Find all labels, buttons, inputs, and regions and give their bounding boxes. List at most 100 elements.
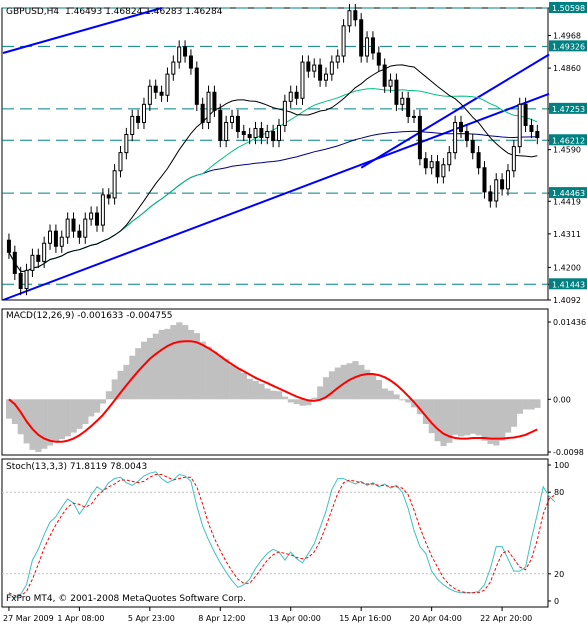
price-level-tag bbox=[549, 2, 587, 13]
copyright-text: FxPro MT4, © 2001-2008 MetaQuotes Softwa… bbox=[6, 594, 246, 604]
candle-body bbox=[77, 230, 82, 238]
macd-histogram-bar bbox=[446, 399, 453, 443]
macd-histogram-bar bbox=[340, 364, 347, 400]
macd-histogram-bar bbox=[123, 364, 130, 400]
macd-histogram-bar bbox=[182, 325, 189, 400]
candle-body bbox=[118, 152, 123, 172]
stoch-pane-frame bbox=[1, 458, 549, 608]
macd-histogram-bar bbox=[188, 329, 195, 400]
price-pane: 1.50591.49681.48601.47251.46211.45901.44… bbox=[1, 2, 587, 305]
candle-body bbox=[177, 46, 182, 63]
macd-pane-title: MACD(12,26,9) -0.001633 -0.004755 bbox=[6, 311, 172, 321]
candle-body bbox=[482, 167, 487, 193]
macd-histogram-bar bbox=[17, 399, 24, 435]
candle-body bbox=[517, 103, 522, 148]
stoch-signal-line bbox=[8, 474, 556, 597]
price-level-tag bbox=[549, 102, 587, 114]
candle-body bbox=[253, 127, 258, 139]
candle-body bbox=[505, 170, 510, 190]
candle-body bbox=[288, 91, 293, 102]
candle-body bbox=[235, 115, 240, 133]
candle-body bbox=[429, 161, 434, 169]
macd-histogram-bar bbox=[287, 399, 294, 403]
candle-body bbox=[89, 212, 94, 220]
candle-body bbox=[141, 103, 146, 123]
candle-body bbox=[464, 131, 469, 142]
candle-body bbox=[6, 239, 11, 253]
macd-histogram-bar bbox=[6, 399, 13, 419]
candle-body bbox=[470, 140, 475, 154]
candle-body bbox=[83, 218, 88, 238]
candle-body bbox=[265, 131, 270, 139]
candle-body bbox=[341, 25, 346, 57]
candle-body bbox=[247, 134, 252, 139]
candle-body bbox=[171, 61, 176, 75]
time-axis-label: 13 Apr 00:00 bbox=[269, 614, 321, 623]
candle-body bbox=[294, 91, 299, 99]
time-axis-label: 8 Apr 12:00 bbox=[198, 614, 245, 623]
candle-body bbox=[300, 61, 305, 99]
candle-body bbox=[153, 85, 158, 93]
time-axis-label: 1 Apr 08:00 bbox=[57, 614, 104, 623]
ohlc-readout: 1.46493 1.46824 1.46283 1.46284 bbox=[65, 7, 223, 17]
macd-histogram-bar bbox=[293, 399, 300, 405]
macd-histogram-bar bbox=[117, 370, 124, 400]
macd-histogram-bar bbox=[264, 388, 271, 400]
price-axis-label: 1.4419 bbox=[553, 197, 581, 206]
price-level-tag-text: 1.44463 bbox=[552, 189, 585, 198]
macd-histogram-bar bbox=[434, 399, 441, 442]
macd-histogram-bar bbox=[217, 355, 224, 400]
candle-body bbox=[529, 124, 534, 133]
macd-axis-label: 0.014367 bbox=[553, 318, 587, 327]
macd-histogram-bar bbox=[499, 399, 506, 441]
macd-histogram-bar bbox=[393, 394, 400, 400]
time-axis: 27 Mar 2009 1 Apr 08:00 5 Apr 23:00 8 Apr 1… bbox=[3, 607, 532, 623]
macd-histogram-bar bbox=[475, 399, 482, 436]
macd-histogram-bar bbox=[76, 399, 83, 429]
macd-histogram-bar bbox=[47, 399, 54, 446]
macd-histogram-bar bbox=[193, 333, 201, 400]
macd-histogram-bar bbox=[164, 328, 171, 400]
candle-body bbox=[271, 131, 276, 142]
candle-body bbox=[323, 73, 328, 81]
macd-histogram-bar bbox=[469, 399, 476, 434]
macd-histogram-bar bbox=[364, 369, 371, 400]
stoch-pane-title: Stoch(13,3,3) 71.8119 78.0043 bbox=[6, 462, 147, 472]
candle-body bbox=[441, 164, 446, 178]
macd-histogram-bar bbox=[317, 386, 324, 400]
macd-histogram-bar bbox=[135, 348, 142, 400]
candle-body bbox=[241, 131, 246, 136]
time-axis-label: 27 Mar 2009 bbox=[3, 614, 54, 623]
price-level-tag bbox=[549, 278, 587, 290]
macd-histogram-bar bbox=[522, 399, 529, 410]
macd-histogram-bar bbox=[281, 396, 289, 400]
candle-body bbox=[48, 230, 53, 244]
candle-body bbox=[206, 91, 211, 123]
candle-body bbox=[277, 124, 281, 142]
candle-body bbox=[136, 115, 141, 123]
price-axis-label: 1.4860 bbox=[553, 64, 581, 73]
candle-body bbox=[194, 67, 199, 105]
macd-histogram-bar bbox=[170, 325, 177, 400]
macd-histogram-bar bbox=[516, 399, 523, 414]
macd-histogram-bar bbox=[387, 390, 394, 400]
price-level-tag bbox=[549, 187, 587, 199]
macd-histogram-bar bbox=[99, 399, 107, 404]
candle-body bbox=[476, 152, 481, 169]
macd-pane-frame bbox=[1, 308, 549, 456]
time-axis-label: 20 Apr 04:00 bbox=[410, 614, 462, 623]
candle-body bbox=[282, 100, 287, 126]
candle-body bbox=[183, 46, 188, 57]
ma-fast-line bbox=[8, 64, 538, 272]
candle-body bbox=[312, 64, 317, 72]
candle-body bbox=[188, 55, 193, 69]
macd-histogram-bar bbox=[158, 329, 165, 400]
candle-body bbox=[200, 103, 205, 123]
macd-histogram-bar bbox=[375, 379, 383, 400]
candle-body bbox=[453, 121, 458, 154]
macd-histogram-bar bbox=[223, 358, 230, 400]
candle-body bbox=[329, 61, 334, 75]
price-pane-title: GBPUSD,H4 bbox=[6, 7, 59, 17]
candle-body bbox=[494, 179, 499, 202]
